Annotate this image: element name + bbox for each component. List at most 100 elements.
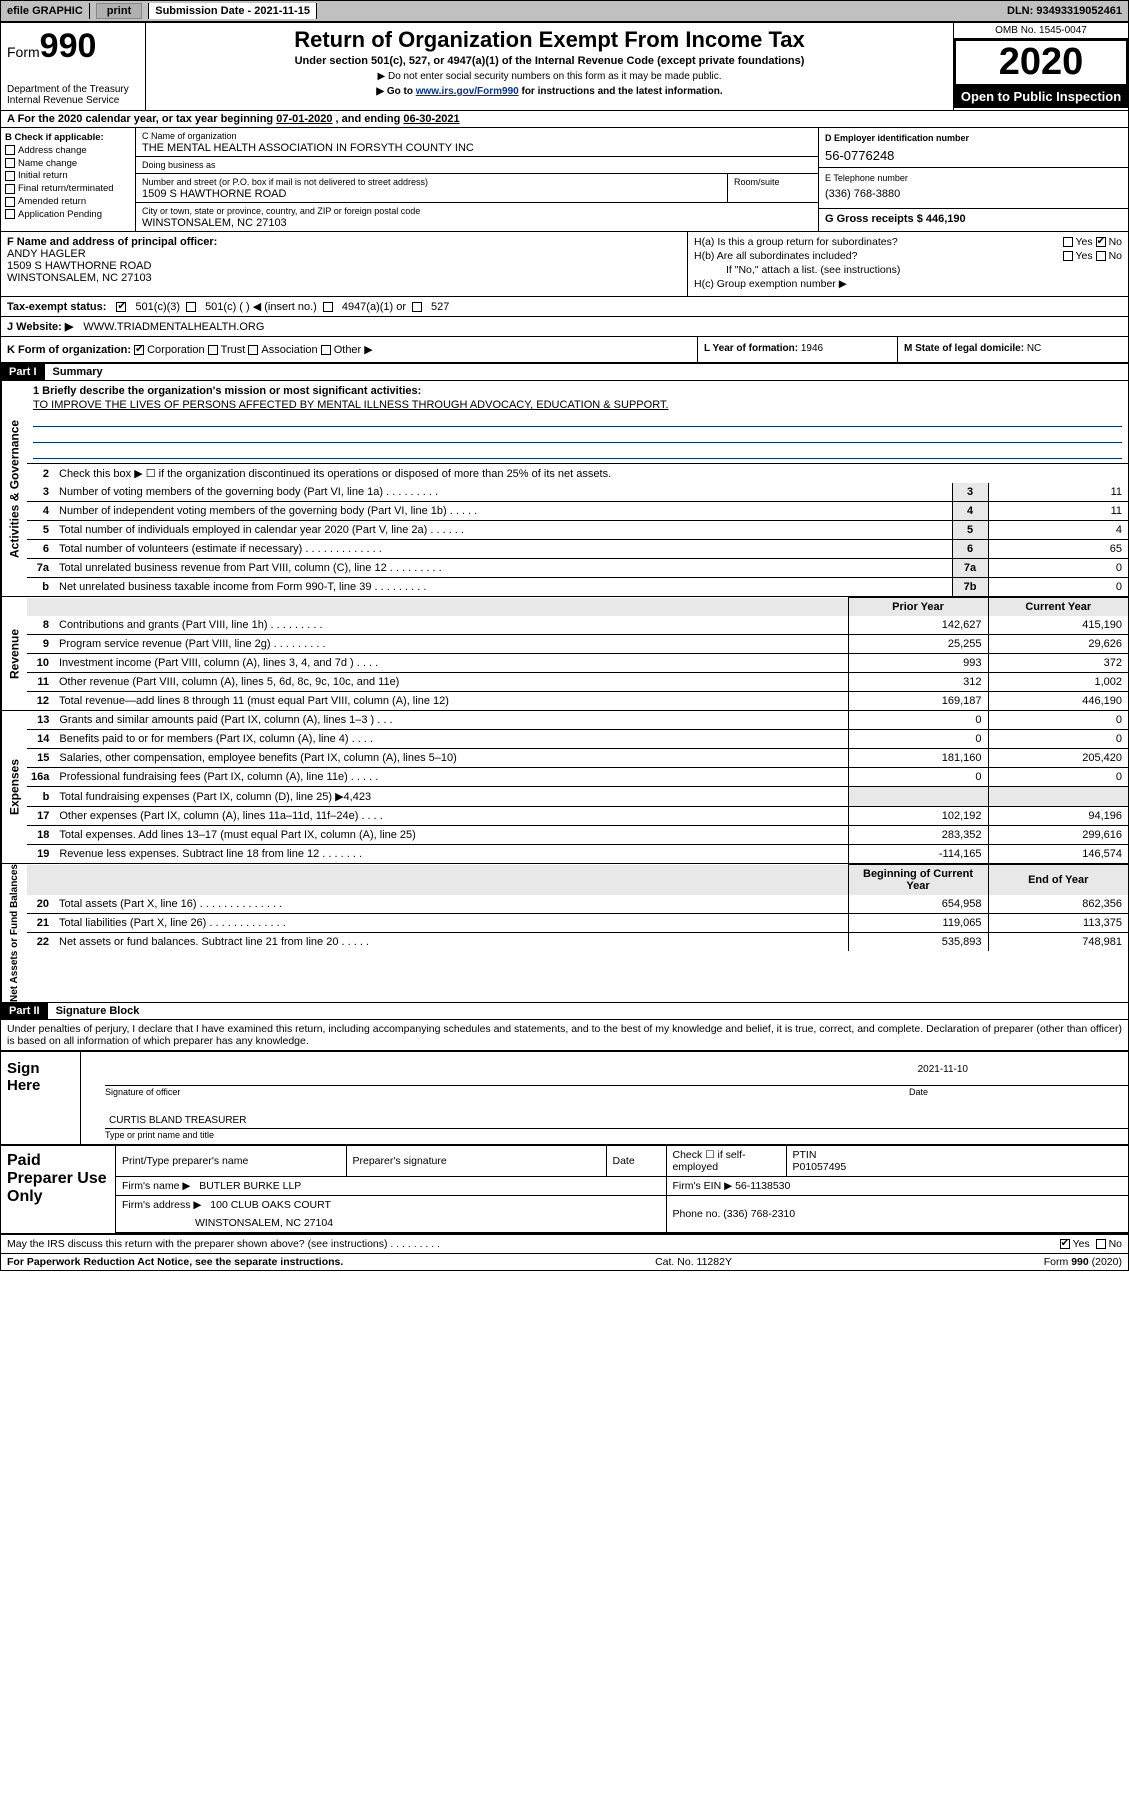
form-number: Form990	[7, 27, 139, 66]
table-row: 14Benefits paid to or for members (Part …	[27, 730, 1128, 749]
prep-check-hdr: Check ☐ if self-employed	[666, 1146, 786, 1177]
fh-row: F Name and address of principal officer:…	[1, 232, 1128, 297]
chk-527[interactable]	[412, 302, 422, 312]
website-row: J Website: ▶ WWW.TRIADMENTALHEALTH.ORG	[1, 317, 1128, 337]
table-row: 12Total revenue—add lines 8 through 11 (…	[27, 692, 1128, 711]
discuss-no[interactable]	[1096, 1239, 1106, 1249]
c-name-label: C Name of organization	[142, 131, 237, 141]
officer-addr1: 1509 S HAWTHORNE ROAD	[7, 260, 151, 272]
officer-addr2: WINSTONSALEM, NC 27103	[7, 272, 152, 284]
note-link: ▶ Go to www.irs.gov/Form990 for instruct…	[152, 86, 947, 97]
note-ssn: ▶ Do not enter social security numbers o…	[152, 71, 947, 82]
table-row: bTotal fundraising expenses (Part IX, co…	[27, 787, 1128, 807]
table-row: 18Total expenses. Add lines 13–17 (must …	[27, 826, 1128, 845]
gross-receipts: G Gross receipts $ 446,190	[819, 209, 1128, 229]
chk-trust[interactable]	[208, 345, 218, 355]
submission-date: Submission Date - 2021-11-15	[149, 3, 317, 19]
section-f: F Name and address of principal officer:…	[1, 232, 688, 296]
table-row: 8Contributions and grants (Part VIII, li…	[27, 616, 1128, 635]
section-de: D Employer identification number 56-0776…	[818, 128, 1128, 231]
dba-label: Doing business as	[142, 160, 216, 170]
ptin-cell: PTINP01057495	[786, 1146, 1128, 1177]
part-ii-header: Part II Signature Block	[1, 1003, 1128, 1020]
chk-501c[interactable]	[186, 302, 196, 312]
chk-name-change[interactable]: Name change	[5, 158, 131, 171]
print-button[interactable]: print	[96, 3, 142, 19]
table-row: bNet unrelated business taxable income f…	[27, 578, 1128, 597]
vtab-revenue: Revenue	[1, 597, 27, 710]
sign-here-label: Sign Here	[1, 1052, 81, 1144]
ein-value: 56-0776248	[825, 144, 1122, 163]
netassets-table: Beginning of Current Year End of Year 20…	[27, 864, 1128, 951]
form-header: Form990 Department of the Treasury Inter…	[1, 23, 1128, 111]
tel-label: E Telephone number	[825, 173, 908, 183]
chk-other[interactable]	[321, 345, 331, 355]
ein-label: D Employer identification number	[825, 133, 969, 143]
firm-addr1: Firm's address ▶ 100 CLUB OAKS COURT	[116, 1196, 666, 1215]
table-row: 10Investment income (Part VIII, column (…	[27, 654, 1128, 673]
form-subtitle: Under section 501(c), 527, or 4947(a)(1)…	[152, 55, 947, 67]
website-value: WWW.TRIADMENTALHEALTH.ORG	[83, 321, 264, 333]
city-state-zip: WINSTONSALEM, NC 27103	[142, 217, 287, 229]
signature-block: Sign Here 2021-11-10 Signature of office…	[1, 1050, 1128, 1146]
chk-4947[interactable]	[323, 302, 333, 312]
table-row: 9Program service revenue (Part VIII, lin…	[27, 635, 1128, 654]
section-h: H(a) Is this a group return for subordin…	[688, 232, 1128, 296]
addr-label: Number and street (or P.O. box if mail i…	[142, 177, 428, 187]
prep-date-hdr: Date	[606, 1146, 666, 1177]
hdr-boy: Beginning of Current Year	[848, 865, 988, 896]
city-label: City or town, state or province, country…	[142, 206, 420, 216]
table-row: 3Number of voting members of the governi…	[27, 483, 1128, 502]
governance-section: Activities & Governance 1 Briefly descri…	[1, 381, 1128, 597]
room-label: Room/suite	[734, 177, 780, 187]
irs-link[interactable]: www.irs.gov/Form990	[416, 86, 519, 97]
omb-number: OMB No. 1545-0047	[954, 23, 1128, 39]
chk-final-return[interactable]: Final return/terminated	[5, 183, 131, 196]
vtab-governance: Activities & Governance	[1, 381, 27, 596]
chk-address-change[interactable]: Address change	[5, 145, 131, 158]
chk-app-pending[interactable]: Application Pending	[5, 209, 131, 222]
f-label: F Name and address of principal officer:	[7, 236, 217, 248]
top-toolbar: efile GRAPHIC print Submission Date - 20…	[0, 0, 1129, 22]
firm-addr2: WINSTONSALEM, NC 27104	[116, 1214, 666, 1233]
klm-row: K Form of organization: Corporation Trus…	[1, 337, 1128, 364]
chk-501c3[interactable]	[116, 302, 126, 312]
tax-year: 2020	[954, 39, 1128, 85]
header-right: OMB No. 1545-0047 2020 Open to Public In…	[953, 23, 1128, 110]
chk-initial-return[interactable]: Initial return	[5, 170, 131, 183]
hdr-eoy: End of Year	[988, 865, 1128, 896]
q1-mission: 1 Briefly describe the organization's mi…	[27, 381, 1128, 464]
table-row: 5Total number of individuals employed in…	[27, 521, 1128, 540]
table-row: 13Grants and similar amounts paid (Part …	[27, 711, 1128, 730]
hdr-current: Current Year	[988, 598, 1128, 617]
tax-exempt-status: Tax-exempt status: 501(c)(3) 501(c) ( ) …	[1, 297, 1128, 317]
chk-corp[interactable]	[134, 345, 144, 355]
tel-value: (336) 768-3880	[825, 184, 1122, 204]
officer-signature-line[interactable]: 2021-11-10	[105, 1058, 1128, 1086]
department-label: Department of the Treasury Internal Reve…	[7, 84, 139, 106]
firm-name-row: Firm's name ▶ BUTLER BURKE LLP	[116, 1177, 666, 1196]
paid-preparer-label: Paid Preparer Use Only	[1, 1146, 116, 1233]
gov-table: 2Check this box ▶ ☐ if the organization …	[27, 464, 1128, 596]
state-domicile: M State of legal domicile: NC	[898, 337, 1128, 362]
dln: DLN: 93493319052461	[1001, 3, 1128, 19]
form-title: Return of Organization Exempt From Incom…	[152, 27, 947, 53]
vtab-expenses: Expenses	[1, 711, 27, 863]
discuss-yes[interactable]	[1060, 1239, 1070, 1249]
table-row: 22Net assets or fund balances. Subtract …	[27, 933, 1128, 952]
table-row: 19Revenue less expenses. Subtract line 1…	[27, 845, 1128, 864]
form-of-org: K Form of organization: Corporation Trus…	[1, 337, 698, 362]
expenses-table: 13Grants and similar amounts paid (Part …	[27, 711, 1128, 863]
chk-amended[interactable]: Amended return	[5, 196, 131, 209]
header-mid: Return of Organization Exempt From Incom…	[146, 23, 953, 110]
info-block: B Check if applicable: Address change Na…	[1, 128, 1128, 232]
street-address: 1509 S HAWTHORNE ROAD	[142, 188, 286, 200]
prep-sig-hdr: Preparer's signature	[346, 1146, 606, 1177]
page-footer: For Paperwork Reduction Act Notice, see …	[1, 1253, 1128, 1270]
table-row: 7aTotal unrelated business revenue from …	[27, 559, 1128, 578]
chk-assoc[interactable]	[248, 345, 258, 355]
discuss-row: May the IRS discuss this return with the…	[1, 1235, 1128, 1253]
table-row: 15Salaries, other compensation, employee…	[27, 749, 1128, 768]
form-container: Form990 Department of the Treasury Inter…	[0, 22, 1129, 1271]
table-row: 16aProfessional fundraising fees (Part I…	[27, 768, 1128, 787]
